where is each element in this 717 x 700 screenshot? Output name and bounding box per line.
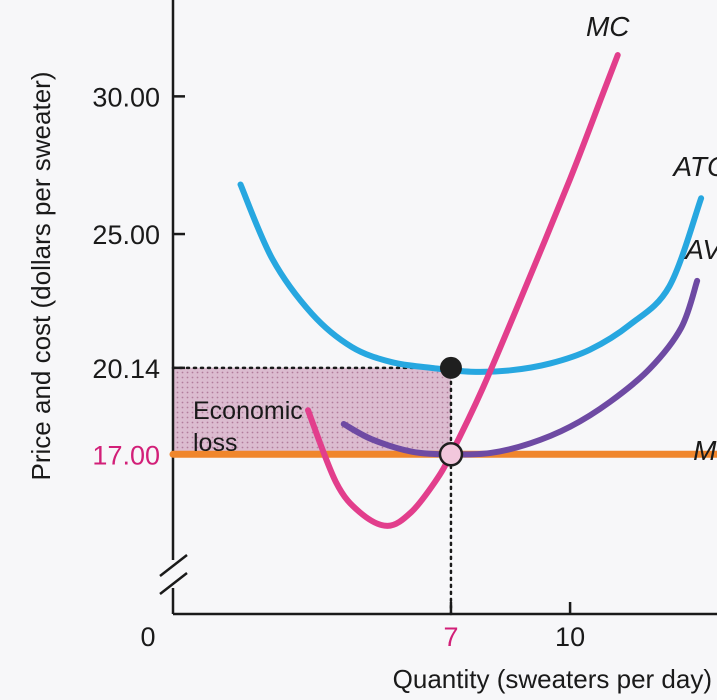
economic-loss-label: loss xyxy=(193,429,237,457)
axis-break-mark xyxy=(159,554,188,577)
y-tick-label: 17.00 xyxy=(92,440,160,470)
x-tick-label: 0 xyxy=(140,622,155,652)
atc-minimum-point xyxy=(439,356,462,379)
curve-label-mr: MR xyxy=(693,435,717,466)
y-axis-title: Price and cost (dollars per sweater) xyxy=(26,72,56,481)
series-avc-curve xyxy=(340,277,701,458)
shutdown-point xyxy=(438,442,464,467)
curve-label-atc: ATC xyxy=(671,151,717,182)
economic-loss-label: Economic xyxy=(193,397,303,425)
x-tick-label: 10 xyxy=(555,622,585,652)
economic-loss-region xyxy=(173,367,451,455)
y-tick-label: 25.00 xyxy=(92,220,160,250)
curve-label-mc: MC xyxy=(586,11,630,42)
x-tick-label: 7 xyxy=(443,622,458,652)
curve-label-avc: AVC xyxy=(683,234,717,265)
axis-break-mark xyxy=(159,572,188,595)
y-tick-label: 30.00 xyxy=(92,82,160,112)
series-atc-curve xyxy=(237,181,705,375)
x-axis-title: Quantity (sweaters per day) xyxy=(393,664,712,694)
y-tick-label: 20.14 xyxy=(92,354,160,384)
